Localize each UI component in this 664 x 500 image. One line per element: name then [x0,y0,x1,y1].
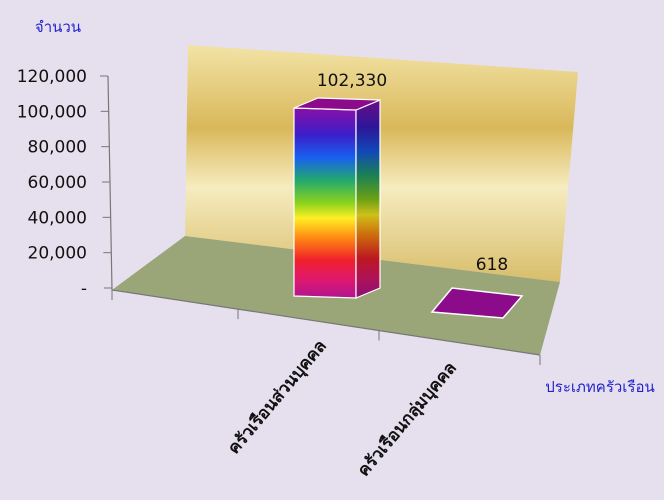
bar-front-face [293,107,357,299]
data-label: 618 [476,255,508,275]
data-labels: 102,330 618 [317,71,508,275]
bar [430,287,524,319]
y-tick-label: - [81,279,87,299]
x-category-label: ครัวเรือนส่วนบุคคล [223,336,331,459]
y-axis-title: จำนวน [35,18,81,36]
y-tick-label: 20,000 [28,244,87,264]
x-axis-line [111,289,541,356]
bar-top-face [430,287,524,319]
y-axis-line [107,75,113,291]
y-tick-label: 60,000 [28,173,87,193]
y-tick-label: 40,000 [28,208,87,228]
bar-top-face [293,97,381,111]
back-wall [185,45,578,282]
x-axis-title: ประเภทครัวเรือน [545,378,655,396]
y-tick-label: 120,000 [17,67,87,87]
y-tick-label: 100,000 [17,102,87,122]
y-tick-label: 80,000 [28,138,87,158]
x-category-label: ครัวเรือนกลุ่มบุคคล [353,358,461,481]
bar [293,97,381,299]
bar-side-face [355,99,381,299]
y-axis-ticks: - 20,000 40,000 60,000 80,000 100,000 120,000 [17,67,112,299]
data-label: 102,330 [317,71,387,91]
bars [293,97,524,319]
